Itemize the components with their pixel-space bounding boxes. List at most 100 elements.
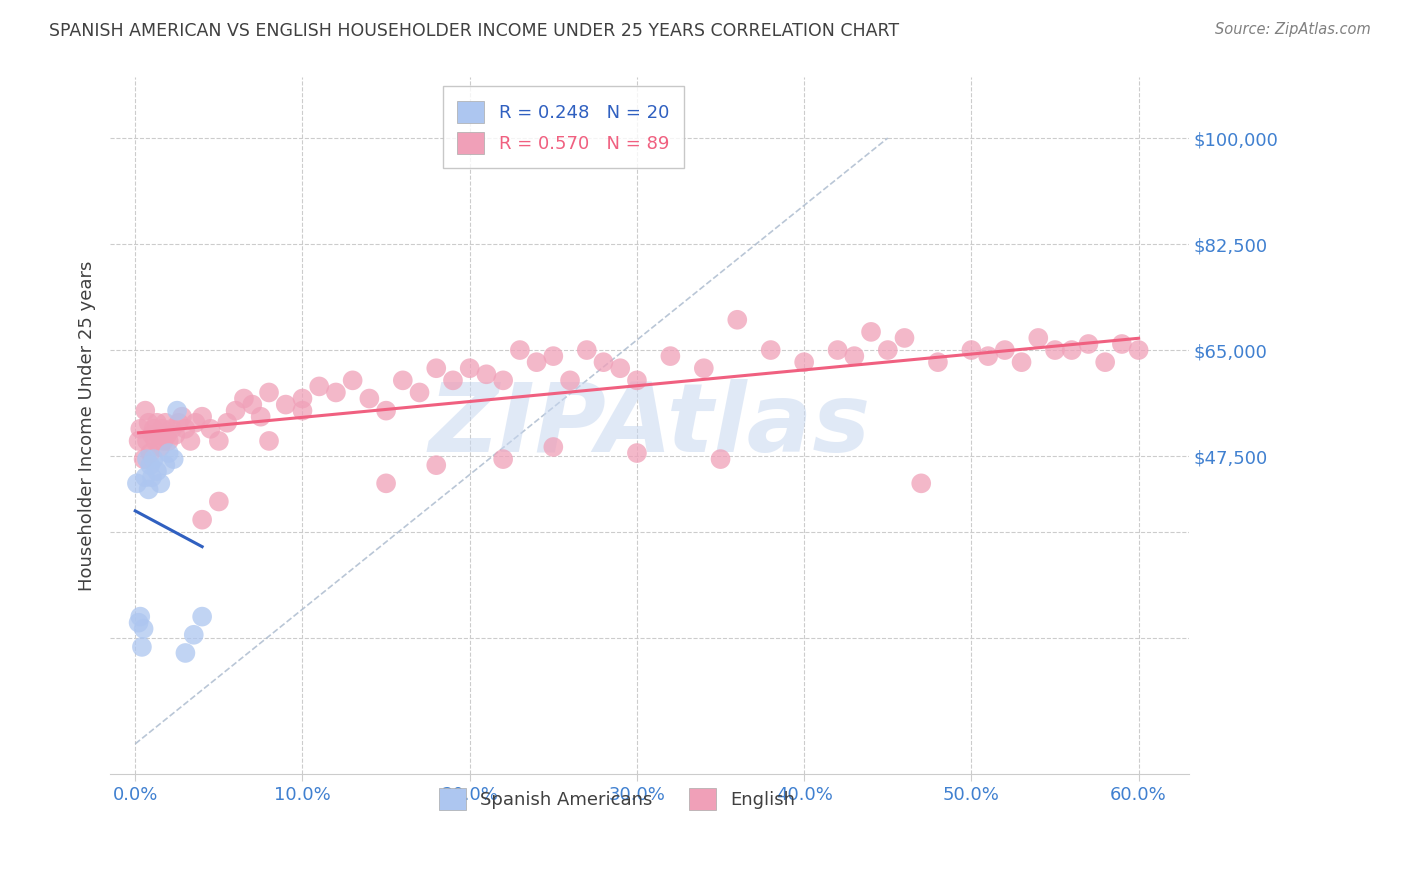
Point xyxy=(558,373,581,387)
Point xyxy=(342,373,364,387)
Point xyxy=(155,458,177,472)
Point xyxy=(132,622,155,636)
Point xyxy=(893,331,915,345)
Point xyxy=(142,422,165,436)
Point xyxy=(128,434,150,448)
Point xyxy=(910,476,932,491)
Point xyxy=(1077,337,1099,351)
Point xyxy=(143,434,166,448)
Point xyxy=(165,428,187,442)
Point xyxy=(626,373,648,387)
Point xyxy=(156,428,179,442)
Point xyxy=(128,615,150,630)
Point xyxy=(138,483,160,497)
Point xyxy=(157,434,180,448)
Point xyxy=(136,452,159,467)
Point xyxy=(191,513,214,527)
Point xyxy=(274,398,297,412)
Point xyxy=(844,349,866,363)
Point xyxy=(509,343,531,357)
Point xyxy=(492,452,515,467)
Point xyxy=(291,403,314,417)
Point xyxy=(138,416,160,430)
Point xyxy=(876,343,898,357)
Point xyxy=(166,403,188,417)
Point xyxy=(257,434,280,448)
Point xyxy=(150,422,173,436)
Point xyxy=(291,392,314,406)
Point xyxy=(217,416,239,430)
Point xyxy=(170,409,193,424)
Point xyxy=(163,452,186,467)
Point xyxy=(375,403,398,417)
Point xyxy=(134,403,156,417)
Point xyxy=(1026,331,1049,345)
Point xyxy=(208,494,231,508)
Point xyxy=(249,409,271,424)
Point xyxy=(167,416,190,430)
Point xyxy=(141,470,163,484)
Point xyxy=(184,416,207,430)
Point xyxy=(860,325,883,339)
Point xyxy=(1111,337,1133,351)
Point xyxy=(174,646,197,660)
Point xyxy=(136,434,159,448)
Point xyxy=(592,355,614,369)
Point xyxy=(146,416,169,430)
Legend: Spanish Americans, English: Spanish Americans, English xyxy=(425,773,810,824)
Point xyxy=(425,458,447,472)
Point xyxy=(191,609,214,624)
Point xyxy=(709,452,731,467)
Point xyxy=(759,343,782,357)
Point xyxy=(977,349,1000,363)
Point xyxy=(152,434,174,448)
Point xyxy=(139,446,162,460)
Point xyxy=(157,446,180,460)
Point xyxy=(257,385,280,400)
Point xyxy=(1094,355,1116,369)
Point xyxy=(458,361,481,376)
Point xyxy=(659,349,682,363)
Point xyxy=(1011,355,1033,369)
Point xyxy=(160,422,183,436)
Point xyxy=(125,476,148,491)
Y-axis label: Householder Income Under 25 years: Householder Income Under 25 years xyxy=(79,260,96,591)
Point xyxy=(132,452,155,467)
Point xyxy=(183,628,205,642)
Point xyxy=(725,312,748,326)
Point xyxy=(492,373,515,387)
Point xyxy=(793,355,815,369)
Point xyxy=(325,385,347,400)
Point xyxy=(927,355,949,369)
Point xyxy=(960,343,983,357)
Point xyxy=(626,446,648,460)
Point xyxy=(441,373,464,387)
Point xyxy=(129,422,152,436)
Point xyxy=(149,476,172,491)
Point xyxy=(609,361,631,376)
Point xyxy=(148,428,170,442)
Point xyxy=(208,434,231,448)
Point xyxy=(308,379,330,393)
Point xyxy=(142,452,165,467)
Point xyxy=(827,343,849,357)
Point xyxy=(408,385,430,400)
Point xyxy=(994,343,1017,357)
Point xyxy=(543,349,565,363)
Text: SPANISH AMERICAN VS ENGLISH HOUSEHOLDER INCOME UNDER 25 YEARS CORRELATION CHART: SPANISH AMERICAN VS ENGLISH HOUSEHOLDER … xyxy=(49,22,900,40)
Point xyxy=(131,640,153,654)
Point xyxy=(1128,343,1150,357)
Point xyxy=(375,476,398,491)
Point xyxy=(139,458,162,472)
Point xyxy=(475,368,498,382)
Text: Source: ZipAtlas.com: Source: ZipAtlas.com xyxy=(1215,22,1371,37)
Point xyxy=(543,440,565,454)
Point xyxy=(200,422,222,436)
Point xyxy=(1043,343,1066,357)
Text: ZIPAtlas: ZIPAtlas xyxy=(429,379,870,472)
Point xyxy=(225,403,247,417)
Point xyxy=(179,434,201,448)
Point xyxy=(693,361,716,376)
Point xyxy=(1060,343,1083,357)
Point xyxy=(155,416,177,430)
